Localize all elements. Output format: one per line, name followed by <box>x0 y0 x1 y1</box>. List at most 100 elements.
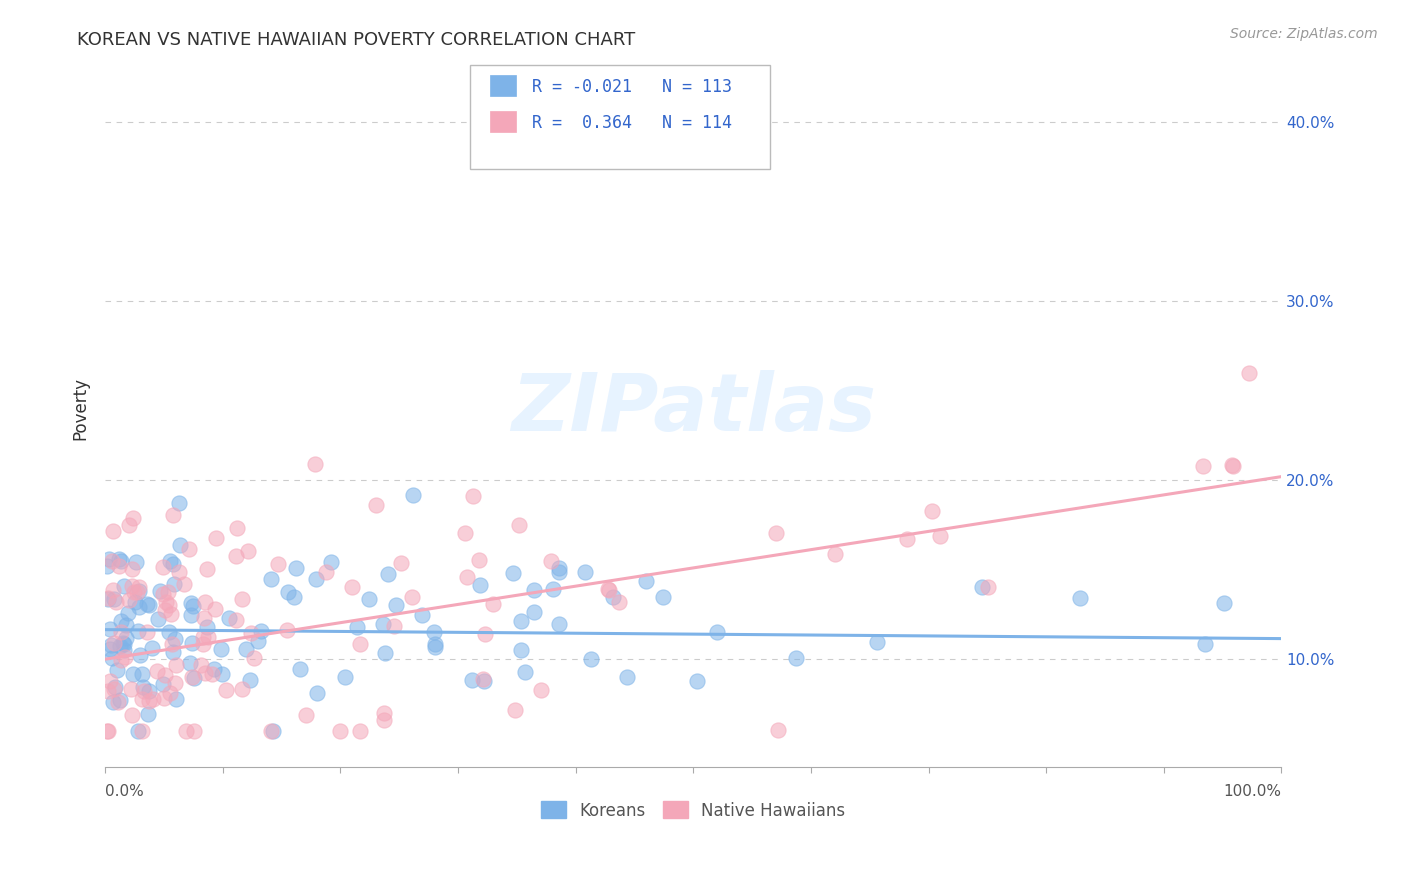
Point <box>204 602 226 616</box>
Point <box>159 554 181 568</box>
Y-axis label: Poverty: Poverty <box>72 377 89 440</box>
Point <box>121 562 143 576</box>
Point <box>121 708 143 723</box>
Point <box>896 532 918 546</box>
Text: 100.0%: 100.0% <box>1223 784 1281 799</box>
Point <box>121 578 143 592</box>
Point <box>652 590 675 604</box>
Point <box>180 670 202 684</box>
Point <box>118 593 141 607</box>
FancyBboxPatch shape <box>470 65 769 169</box>
Point <box>201 666 224 681</box>
Point <box>141 640 163 655</box>
Point <box>1239 366 1261 380</box>
Point <box>112 642 135 657</box>
Point <box>131 667 153 681</box>
Point <box>371 617 394 632</box>
Point <box>138 684 160 698</box>
Point <box>276 623 298 637</box>
Point <box>173 576 195 591</box>
Point <box>359 592 381 607</box>
Point <box>474 626 496 640</box>
Point <box>108 552 131 566</box>
Point <box>135 597 157 611</box>
Point <box>574 566 596 580</box>
Bar <box>489 112 516 132</box>
Text: R = -0.021   N = 113: R = -0.021 N = 113 <box>531 78 733 96</box>
Point <box>1220 458 1243 472</box>
Point <box>454 525 477 540</box>
Point <box>456 570 478 584</box>
Point <box>103 636 125 650</box>
Point <box>100 638 122 652</box>
Point <box>547 566 569 580</box>
Point <box>364 498 387 512</box>
Point <box>101 524 124 539</box>
Point <box>425 637 447 651</box>
Point <box>195 562 218 576</box>
Point <box>197 630 219 644</box>
Point <box>138 694 160 708</box>
Point <box>374 646 396 660</box>
Point <box>373 706 395 720</box>
Point <box>970 580 993 594</box>
Point <box>117 606 139 620</box>
Point <box>155 668 177 682</box>
Point <box>135 624 157 639</box>
Point <box>129 648 152 662</box>
Point <box>101 554 124 568</box>
Point <box>97 591 120 605</box>
Point <box>235 642 257 657</box>
Point <box>97 683 120 698</box>
Point <box>548 561 571 575</box>
Point <box>108 693 131 707</box>
Point <box>423 624 446 639</box>
Point <box>472 672 495 686</box>
Point <box>165 658 187 673</box>
Point <box>401 488 423 502</box>
Point <box>114 649 136 664</box>
Point <box>167 496 190 510</box>
Point <box>157 599 180 613</box>
Point <box>146 664 169 678</box>
Point <box>169 538 191 552</box>
Point <box>598 583 620 598</box>
Point <box>103 591 125 606</box>
Point <box>461 673 484 688</box>
Point <box>131 723 153 738</box>
Bar <box>489 75 516 95</box>
Text: KOREAN VS NATIVE HAWAIIAN POVERTY CORRELATION CHART: KOREAN VS NATIVE HAWAIIAN POVERTY CORREL… <box>77 31 636 49</box>
Point <box>389 556 412 570</box>
Point <box>127 624 149 638</box>
Point <box>765 526 787 541</box>
Point <box>122 585 145 599</box>
Point <box>976 580 998 594</box>
Point <box>218 610 240 624</box>
Point <box>246 634 269 648</box>
Point <box>283 591 305 605</box>
Point <box>138 598 160 612</box>
Point <box>98 673 121 688</box>
Point <box>193 631 215 645</box>
Point <box>411 608 433 623</box>
Point <box>346 620 368 634</box>
Point <box>148 612 170 626</box>
Point <box>307 685 329 699</box>
Point <box>866 635 889 649</box>
Point <box>127 584 149 599</box>
Point <box>824 547 846 561</box>
Point <box>288 662 311 676</box>
Point <box>120 682 142 697</box>
Point <box>1194 637 1216 651</box>
Point <box>105 595 128 609</box>
Point <box>193 611 215 625</box>
Point <box>616 670 638 684</box>
Point <box>785 650 807 665</box>
Point <box>142 692 165 706</box>
Point <box>260 723 283 738</box>
Point <box>110 554 132 568</box>
Point <box>502 566 524 580</box>
Point <box>155 595 177 609</box>
Point <box>349 637 371 651</box>
Point <box>333 670 356 684</box>
